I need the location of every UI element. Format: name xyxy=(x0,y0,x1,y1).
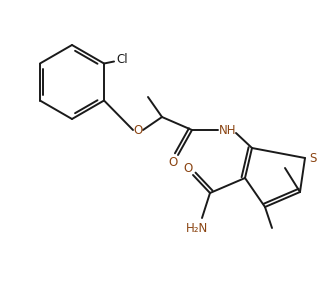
Text: H₂N: H₂N xyxy=(186,221,208,235)
Text: Cl: Cl xyxy=(116,53,128,66)
Text: O: O xyxy=(168,156,178,168)
Text: S: S xyxy=(309,152,317,164)
Text: NH: NH xyxy=(219,123,237,137)
Text: O: O xyxy=(133,123,143,137)
Text: O: O xyxy=(183,162,193,176)
